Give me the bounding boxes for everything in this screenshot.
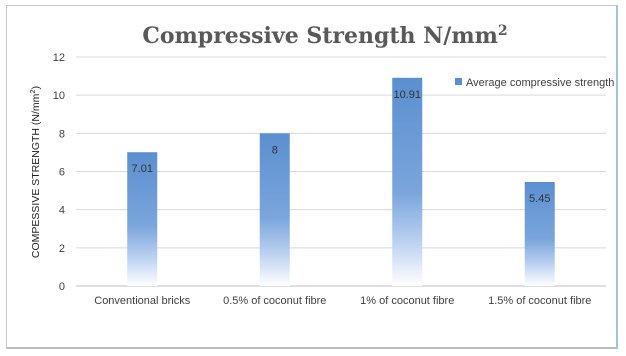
data-label: 10.91 [393,89,421,101]
x-category-label: 0.5% of coconut fibre [223,295,326,307]
chart-title-superscript: 2 [498,23,508,39]
chart-title-text: Compressive Strength N/mm [142,23,498,49]
y-tick-label: 4 [59,205,65,217]
y-tick-label: 8 [59,128,65,140]
data-label: 8 [272,144,278,156]
legend: Average compressive strength [455,77,614,89]
x-category-label: Conventional bricks [94,295,190,307]
data-labels: 7.01 8 10.91 5.45 [132,89,551,205]
chart-frame [6,5,618,349]
y-axis-label-text: COMPESSIVE STRENGTH (N/mm [30,93,42,258]
chart-title: Compressive Strength N/mm2 [142,23,507,49]
data-label: 7.01 [132,163,153,175]
y-tick-label: 0 [59,281,65,293]
y-axis-label-superscript: 2 [28,89,37,93]
bars [127,77,555,286]
x-axis-categories: Conventional bricks 0.5% of coconut fibre… [94,295,591,307]
bar [392,77,423,286]
bar [259,133,290,286]
bar [524,181,555,286]
legend-label: Average compressive strength [466,77,614,89]
y-tick-label: 10 [53,90,65,102]
y-axis-label-suffix: ) [30,86,42,90]
y-axis-label: COMPESSIVE STRENGTH (N/mm2) [28,86,42,258]
bar [127,152,158,286]
y-tick-label: 6 [59,167,65,179]
legend-swatch [455,78,462,85]
y-tick-label: 12 [53,52,65,64]
x-category-label: 1.5% of coconut fibre [488,295,591,307]
data-label: 5.45 [529,193,550,205]
y-tick-label: 2 [59,243,65,255]
y-axis-ticks: 0 2 4 6 8 10 12 [53,52,65,293]
gridlines [76,56,606,287]
x-category-label: 1% of coconut fibre [360,295,454,307]
